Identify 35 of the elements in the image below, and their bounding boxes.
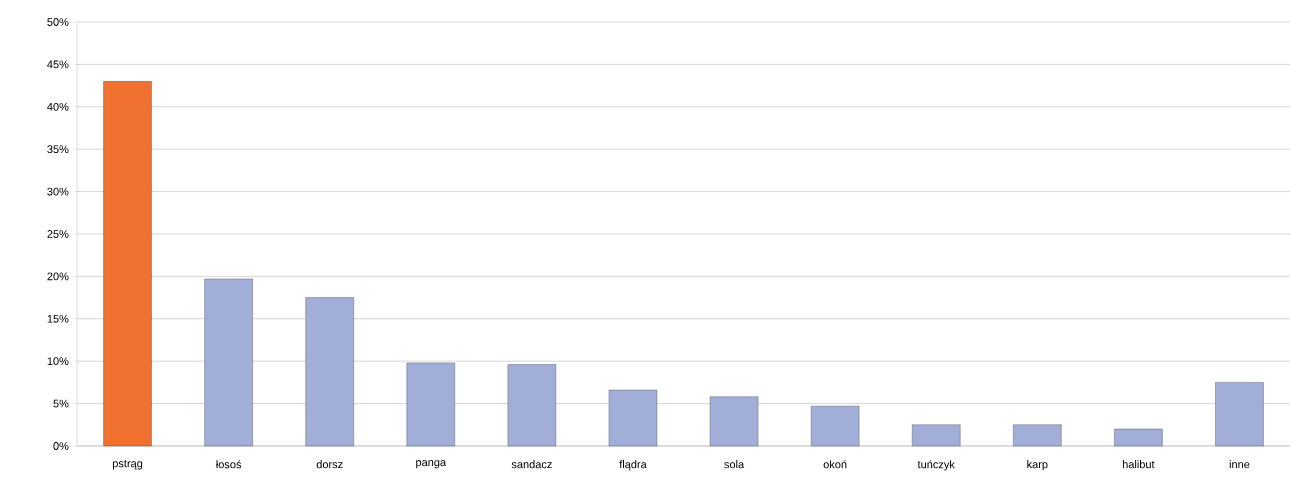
x-tick-label: pstrąg (112, 460, 143, 470)
x-tick-label: sola (724, 460, 745, 469)
y-tick-label: 25% (47, 230, 69, 238)
bar (912, 424, 961, 447)
x-tick-label: panga (416, 460, 447, 469)
bar (1114, 428, 1163, 447)
bar (709, 396, 759, 447)
bar (406, 362, 455, 447)
bar (103, 81, 152, 447)
y-tick-label: 10% (47, 357, 69, 366)
x-tick-label: halibut (1122, 460, 1155, 469)
x-tick-label: tuńczyk (917, 460, 955, 471)
x-tick-label: dorsz (316, 460, 343, 469)
y-tick-label: 45% (47, 60, 69, 69)
x-tick-label: okoń (823, 460, 847, 469)
y-tick-label: 50% (47, 18, 69, 26)
bar (204, 278, 253, 447)
bar (1215, 382, 1264, 447)
x-tick-label: flądra (619, 460, 647, 471)
bar (1013, 424, 1062, 447)
x-tick-label: karp (1027, 460, 1048, 471)
y-tick-label: 15% (47, 314, 69, 323)
bar (810, 405, 860, 447)
y-tick-label: 20% (47, 272, 69, 281)
bar (507, 364, 557, 447)
x-tick-label: sandacz (511, 460, 552, 469)
y-tick-label: 5% (53, 399, 69, 408)
x-tick-label: inne (1229, 460, 1250, 469)
y-tick-label: 30% (47, 187, 69, 196)
y-tick-label: 35% (47, 145, 69, 154)
y-tick-label: 0% (53, 442, 69, 450)
bar (305, 297, 354, 447)
y-tick-label: 40% (47, 102, 69, 111)
x-tick-label: łosoś (215, 460, 242, 469)
bar (608, 389, 658, 447)
